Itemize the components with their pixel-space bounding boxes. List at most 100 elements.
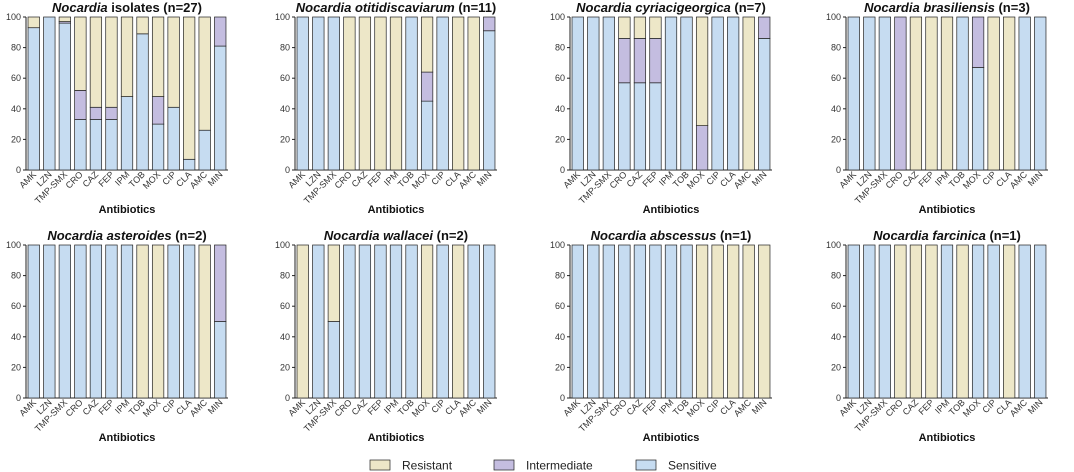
bar-sensitive-amk bbox=[847, 244, 860, 399]
bar-sensitive-tmp-smx bbox=[58, 22, 71, 171]
y-tick-label: 80 bbox=[11, 43, 21, 53]
y-tick-label: 20 bbox=[555, 362, 565, 372]
x-tick-label: MIN bbox=[206, 169, 225, 188]
bar-resistant-tob bbox=[136, 244, 149, 399]
bar-sensitive-tob bbox=[680, 244, 693, 399]
bar-sensitive-tob bbox=[680, 16, 693, 171]
bar-resistant-min bbox=[758, 244, 771, 399]
bar-resistant-caz bbox=[909, 244, 923, 399]
x-tick-label: CAZ bbox=[901, 169, 921, 189]
x-tick-label: FEP bbox=[640, 169, 659, 188]
x-tick-label: MIN bbox=[750, 397, 769, 416]
bar-intermediate-mox bbox=[971, 16, 985, 68]
bar-resistant-cro bbox=[618, 16, 631, 39]
bar-intermediate-cro bbox=[894, 16, 907, 171]
panel-title-species: Nocardia brasiliensis bbox=[864, 0, 995, 15]
bar-sensitive-mox bbox=[420, 100, 434, 171]
panel-title-species: Nocardia asteroides bbox=[47, 228, 171, 243]
bar-sensitive-amk bbox=[571, 16, 584, 171]
y-tick-label: 0 bbox=[836, 393, 841, 403]
bar-sensitive-caz bbox=[633, 82, 647, 171]
bar-resistant-amk bbox=[27, 16, 40, 29]
panel-title-count: (n=3) bbox=[995, 0, 1030, 15]
x-tick-label: MIN bbox=[475, 169, 494, 188]
bar-sensitive-ipm bbox=[120, 96, 134, 171]
legend-swatch-intermediate bbox=[493, 459, 515, 471]
x-tick-label: FEP bbox=[96, 397, 115, 416]
y-tick-label: 60 bbox=[11, 301, 21, 311]
x-axis-title: Antibiotics bbox=[99, 204, 156, 216]
bar-sensitive-lzn bbox=[587, 16, 600, 171]
bar-sensitive-cro bbox=[74, 244, 87, 399]
bar-sensitive-tmp-smx bbox=[327, 16, 340, 171]
bar-resistant-cla bbox=[183, 16, 196, 160]
bar-sensitive-tob bbox=[405, 244, 418, 399]
y-tick-label: 60 bbox=[555, 73, 565, 83]
chart-panel-1: Nocardia isolates (n=27)020406080100AMKL… bbox=[6, 0, 228, 216]
panel-title-species: Nocardia abscessus bbox=[591, 228, 717, 243]
bar-sensitive-tmp-smx bbox=[327, 321, 340, 399]
y-tick-label: 60 bbox=[11, 73, 21, 83]
y-tick-label: 60 bbox=[280, 301, 290, 311]
bar-sensitive-ipm bbox=[120, 244, 134, 399]
panel-title-count: isolates (n=27) bbox=[108, 0, 202, 15]
x-tick-label: FEP bbox=[640, 397, 659, 416]
bar-sensitive-amk bbox=[571, 244, 584, 399]
x-tick-label: FEP bbox=[365, 397, 384, 416]
bar-sensitive-amk bbox=[27, 244, 40, 399]
panel-title-species: Nocardia farcinica bbox=[873, 228, 986, 243]
bar-sensitive-amc bbox=[1018, 244, 1031, 399]
chart-panel-2: Nocardia otitidiscaviarum (n=11) 0 20 40 60 8… bbox=[275, 0, 497, 216]
bar-sensitive-caz bbox=[633, 244, 647, 399]
x-tick-label: MIN bbox=[206, 397, 225, 416]
bar-sensitive-min bbox=[758, 38, 771, 171]
bar-intermediate-min bbox=[214, 16, 227, 47]
bar-sensitive-cro bbox=[343, 244, 356, 399]
panel-title-species: Nocardia cyriacigeorgica bbox=[576, 0, 731, 15]
panel-title-count: (n=7) bbox=[731, 0, 766, 15]
bar-sensitive-amc bbox=[1018, 16, 1031, 171]
bar-sensitive-min bbox=[214, 321, 227, 399]
panel-title-species: Nocardia otitidiscaviarum bbox=[296, 0, 455, 15]
bar-resistant-cip bbox=[711, 244, 724, 399]
bar-sensitive-cla bbox=[183, 158, 196, 171]
bar-sensitive-lzn bbox=[43, 16, 56, 171]
bar-sensitive-cla bbox=[727, 16, 740, 171]
y-tick-label: 60 bbox=[280, 73, 290, 83]
x-axis-title: Antibiotics bbox=[368, 204, 425, 216]
panel-title: Nocardia isolates (n=27) bbox=[52, 0, 202, 15]
y-tick-label: 40 bbox=[11, 104, 21, 114]
bar-resistant-caz bbox=[89, 16, 103, 108]
y-tick-label: 40 bbox=[831, 332, 841, 342]
y-tick-label: 60 bbox=[831, 73, 841, 83]
y-tick-label: 60 bbox=[555, 301, 565, 311]
bar-resistant-amc bbox=[198, 244, 211, 399]
bar-resistant-fep bbox=[374, 16, 387, 171]
bar-sensitive-tmp-smx bbox=[602, 244, 615, 399]
bar-resistant-fep bbox=[105, 16, 118, 108]
bar-resistant-mox bbox=[695, 16, 709, 126]
x-tick-label: MIN bbox=[1026, 169, 1045, 188]
bar-sensitive-caz bbox=[89, 119, 103, 171]
y-tick-label: 20 bbox=[280, 134, 290, 144]
y-tick-label: 80 bbox=[280, 271, 290, 281]
y-tick-label: 40 bbox=[11, 332, 21, 342]
panel-title-count: (n=1) bbox=[986, 228, 1021, 243]
y-tick-label: 60 bbox=[831, 301, 841, 311]
x-axis-title: Antibiotics bbox=[919, 432, 976, 444]
y-tick-label: 40 bbox=[555, 332, 565, 342]
bar-resistant-cla bbox=[452, 244, 465, 399]
y-tick-label: 20 bbox=[11, 362, 21, 372]
bar-sensitive-cip bbox=[436, 244, 449, 399]
bar-resistant-tob bbox=[136, 16, 149, 35]
bar-sensitive-fep bbox=[105, 244, 118, 399]
bar-resistant-cro bbox=[894, 244, 907, 399]
y-tick-label: 100 bbox=[826, 240, 841, 250]
x-tick-label: CAZ bbox=[350, 169, 370, 189]
y-tick-label: 40 bbox=[280, 104, 290, 114]
x-tick-label: CAZ bbox=[81, 397, 101, 417]
bar-sensitive-lzn bbox=[312, 244, 325, 399]
bar-intermediate-mox bbox=[420, 71, 434, 102]
x-tick-label: CAZ bbox=[625, 397, 645, 417]
